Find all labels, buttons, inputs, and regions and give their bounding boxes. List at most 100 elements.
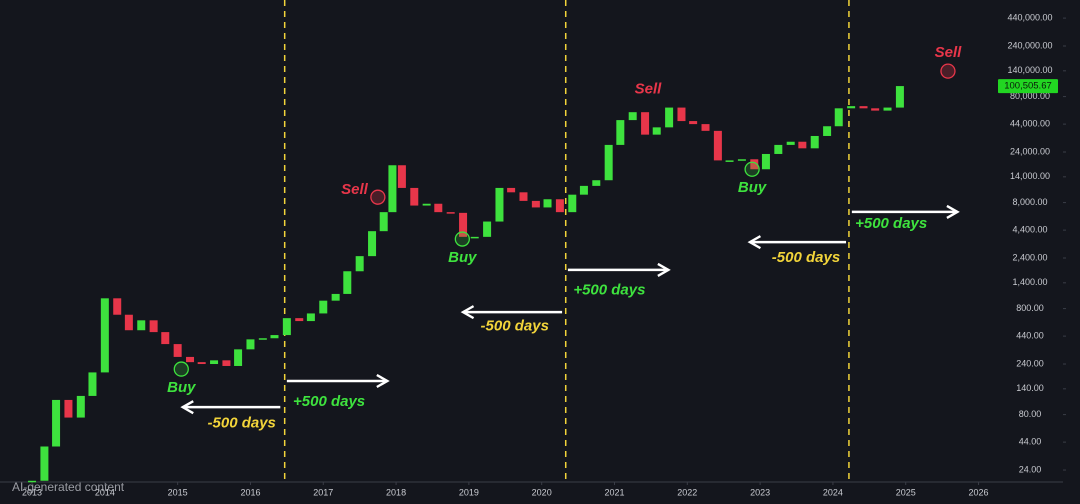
y-tick-label: 24.00 [1019, 464, 1042, 474]
y-tick-label: 440.00 [1016, 330, 1044, 340]
signal-marker [454, 231, 470, 247]
candle [379, 212, 388, 232]
candle [519, 192, 528, 201]
candle [859, 106, 868, 109]
candle [222, 360, 231, 366]
candle [306, 313, 315, 322]
signal-label: Sell [935, 44, 963, 61]
x-tick-label: 2018 [386, 487, 406, 497]
y-tick-label: 140,000.00 [1007, 65, 1052, 75]
signal-label: Buy [448, 249, 477, 266]
last-price-label: 100,505.67 [1004, 81, 1052, 92]
candle [883, 107, 892, 111]
candle [823, 126, 832, 136]
candle [149, 320, 158, 333]
y-tick-label: 2,400.00 [1012, 252, 1047, 262]
candle [459, 212, 468, 237]
y-tick-label: 800.00 [1016, 303, 1044, 313]
candle [355, 256, 364, 272]
candle [507, 187, 516, 193]
candle [750, 159, 759, 170]
candle [410, 187, 419, 206]
candle [282, 318, 291, 336]
candle [834, 108, 843, 127]
x-tick-label: 2016 [240, 487, 260, 497]
candle [258, 338, 267, 340]
x-tick-label: 2020 [532, 487, 552, 497]
x-tick-label: 2026 [969, 487, 989, 497]
candle [713, 130, 722, 161]
annotation: -500 days [772, 249, 840, 266]
candle [319, 300, 328, 314]
candle [725, 160, 734, 162]
x-tick-label: 2017 [313, 487, 333, 497]
candle [422, 203, 431, 206]
candle [604, 144, 613, 181]
candle [28, 480, 37, 483]
signal-marker [940, 63, 956, 79]
signal-label: Buy [167, 379, 196, 396]
candle [871, 108, 880, 111]
candle [64, 399, 73, 418]
candle [343, 271, 352, 294]
y-tick-label: 1,400.00 [1012, 277, 1047, 287]
candle [40, 446, 49, 481]
signal-label: Sell [341, 181, 369, 198]
x-tick-label: 2014 [95, 487, 115, 497]
candle [761, 153, 770, 170]
candle [628, 112, 637, 121]
candle [786, 141, 795, 145]
candle [810, 135, 819, 149]
candle [52, 399, 61, 447]
candle [470, 236, 479, 239]
candle [531, 200, 540, 208]
candle [774, 144, 783, 154]
y-tick-label: 80.00 [1019, 409, 1042, 419]
candle [186, 356, 195, 363]
candle [137, 320, 146, 331]
candle [210, 360, 219, 365]
candle [847, 106, 856, 109]
annotation: +500 days [855, 215, 927, 232]
candle [368, 231, 377, 257]
candle [270, 335, 279, 339]
y-tick-label: 240,000.00 [1007, 40, 1052, 50]
candle [652, 127, 661, 135]
candle [234, 349, 243, 366]
y-tick-label: 44.00 [1019, 436, 1042, 446]
signal-marker [744, 161, 760, 177]
y-tick-label: 80,000.00 [1010, 91, 1050, 101]
candle [568, 194, 577, 213]
candle [677, 107, 686, 122]
candle [592, 180, 601, 186]
y-tick-label: 8,000.00 [1012, 197, 1047, 207]
last-price-box [998, 79, 1058, 94]
y-tick-label: 24,000.00 [1010, 146, 1050, 156]
candle [434, 203, 443, 213]
candle [665, 107, 674, 128]
candle [446, 212, 455, 214]
candle [100, 298, 109, 373]
watermark: AI-generated content [12, 480, 125, 494]
candle [124, 314, 133, 331]
y-tick-label: 240.00 [1016, 358, 1044, 368]
y-tick-label: 4,400.00 [1012, 224, 1047, 234]
candle [555, 199, 564, 213]
y-tick-label: 14,000.00 [1010, 171, 1050, 181]
candle [701, 124, 710, 131]
annotation: +500 days [573, 282, 645, 299]
candle [388, 165, 397, 213]
candle [295, 318, 304, 322]
y-tick-label: 140.00 [1016, 383, 1044, 393]
annotation: -500 days [208, 414, 276, 431]
signal-label: Buy [738, 179, 767, 196]
x-tick-label: 2015 [168, 487, 188, 497]
x-tick-label: 2021 [604, 487, 624, 497]
candle [616, 120, 625, 145]
x-tick-label: 2024 [823, 487, 843, 497]
candle [543, 199, 552, 208]
x-tick-label: 2025 [896, 487, 916, 497]
signal-label: Sell [635, 81, 663, 98]
